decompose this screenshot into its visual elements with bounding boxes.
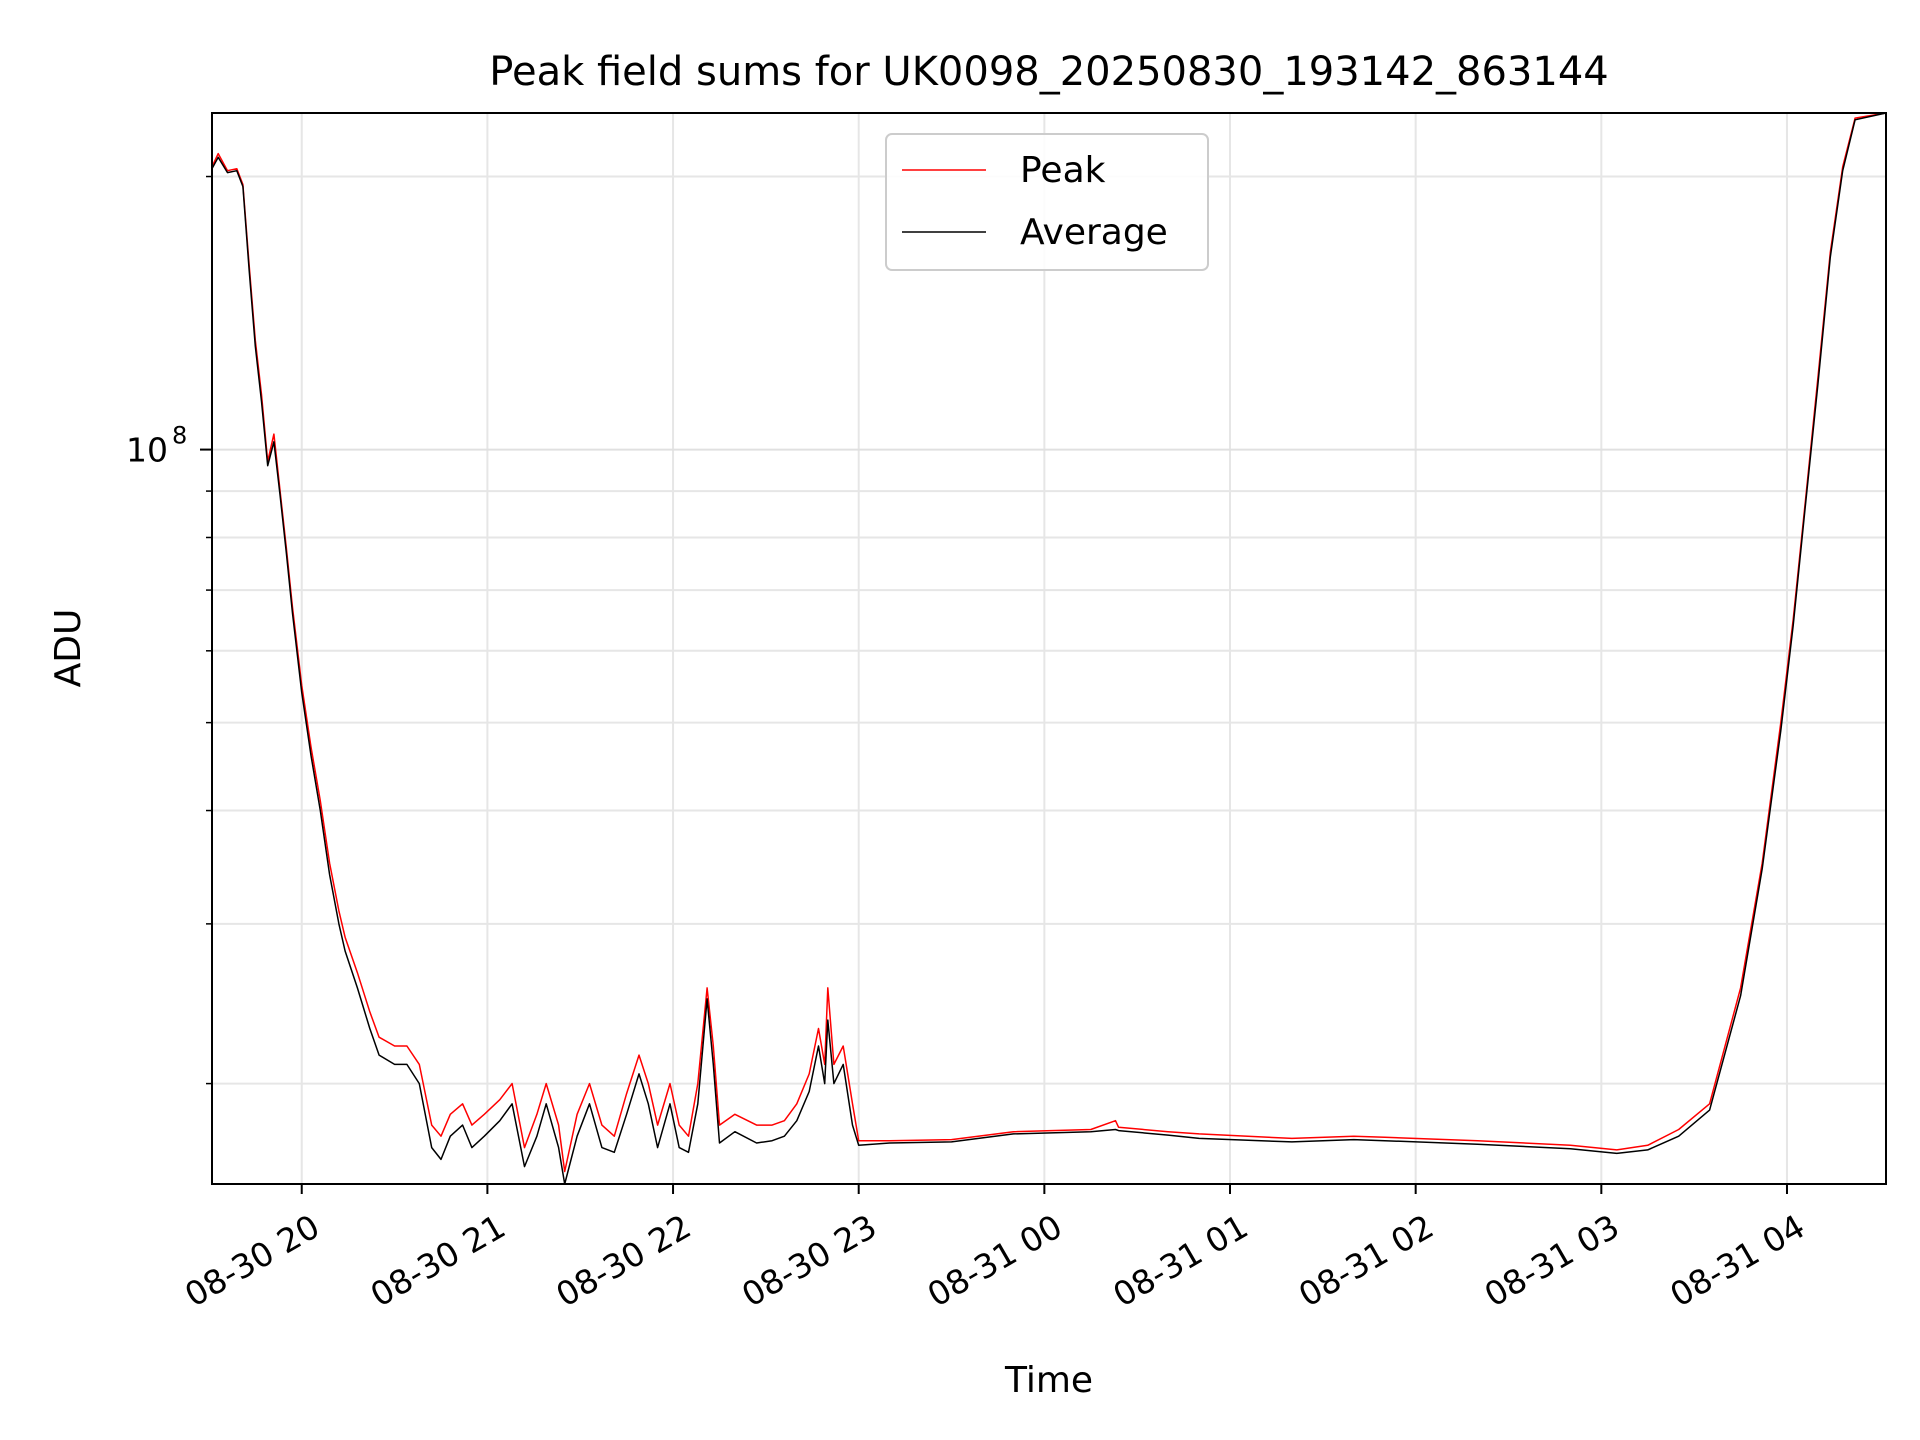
y-tick-label: 10 xyxy=(126,431,168,470)
series-layer xyxy=(211,112,1887,1185)
x-axis-label: Time xyxy=(1004,1360,1093,1401)
grid xyxy=(212,113,1886,1184)
y-tick-exponent: 8 xyxy=(172,422,187,450)
legend-average-label: Average xyxy=(1020,212,1168,253)
series-line-average xyxy=(211,112,1887,1185)
legend-box xyxy=(885,133,1209,271)
legend-peak-label: Peak xyxy=(1020,150,1106,191)
y-axis-label: ADU xyxy=(48,609,89,688)
y-axis: 10 8 xyxy=(126,175,212,1085)
plot-frame xyxy=(211,112,1887,1185)
series-line-peak xyxy=(211,112,1887,1173)
legend: Peak Average xyxy=(885,133,1209,271)
chart-title: Peak field sums for UK0098_20250830_1931… xyxy=(489,49,1608,95)
